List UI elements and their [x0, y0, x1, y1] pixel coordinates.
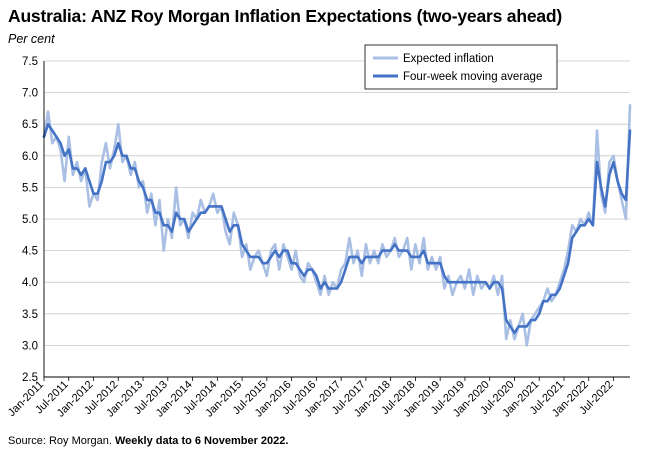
series-line-expected-inflation	[42, 103, 632, 347]
series-line-moving-average	[42, 122, 632, 335]
axes	[43, 61, 630, 378]
y-tick-label: 5.0	[22, 214, 38, 226]
legend: Expected inflation Four-week moving aver…	[364, 44, 558, 90]
y-tick-label: 2.5	[22, 372, 38, 384]
series-lines	[42, 103, 632, 347]
legend-box	[364, 44, 558, 90]
y-tick-label: 5.5	[22, 182, 38, 194]
chart-title: Australia: ANZ Roy Morgan Inflation Expe…	[8, 6, 563, 26]
legend-label-moving-average: Four-week moving average	[403, 71, 542, 83]
y-tick-label: 4.0	[22, 277, 38, 289]
y-tick-label: 4.5	[22, 246, 38, 258]
y-tick-label: 3.5	[22, 309, 38, 321]
y-tick-label: 3.0	[22, 340, 38, 352]
source-prefix: Source: Roy Morgan.	[8, 435, 115, 447]
gridlines	[44, 60, 630, 346]
legend-label-expected-inflation: Expected inflation	[403, 53, 494, 65]
y-axis-label: Per cent	[8, 32, 55, 46]
source-data-note: Weekly data to 6 November 2022.	[115, 435, 289, 447]
y-tick-label: 6.5	[22, 119, 38, 131]
x-axis-ticks: Jan-2011Jul-2011Jan-2012Jul-2012Jan-2013…	[6, 377, 616, 420]
y-tick-label: 6.0	[22, 151, 38, 163]
y-tick-label: 7.5	[22, 56, 38, 68]
y-tick-label: 7.0	[22, 88, 38, 100]
y-axis-ticks: 7.5 7.0 6.5 6.0 5.5 5.0 4.5 4.0 3.5 3.0 2.5	[22, 56, 38, 384]
source-note: Source: Roy Morgan. Weekly data to 6 Nov…	[8, 435, 288, 447]
